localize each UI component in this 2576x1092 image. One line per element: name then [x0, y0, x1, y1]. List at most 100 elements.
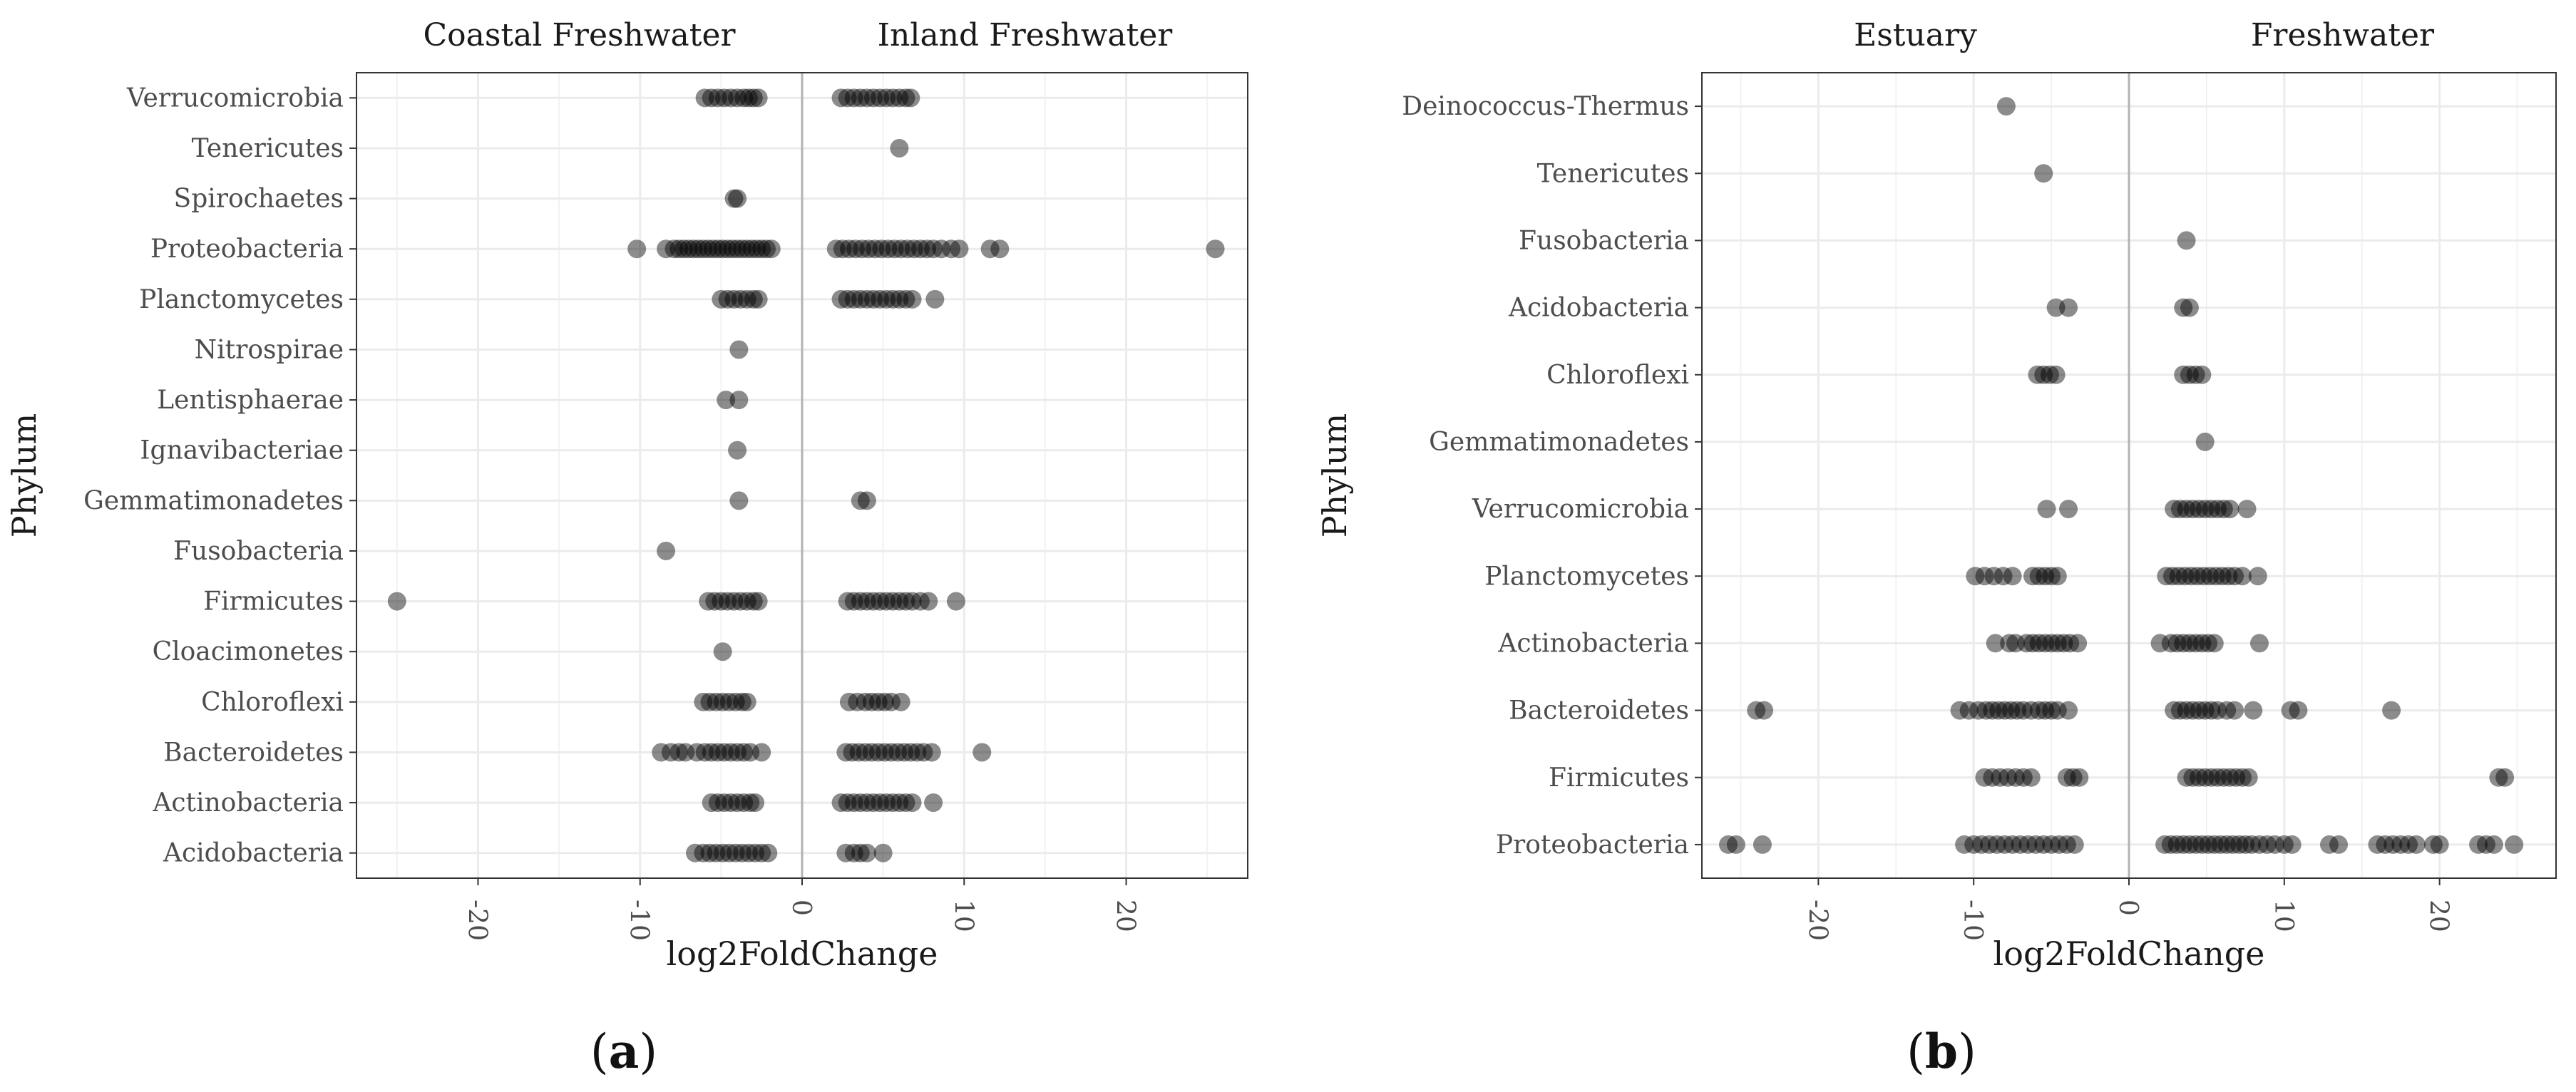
data-point [844, 793, 863, 813]
data-point [924, 239, 943, 259]
data-point [2180, 298, 2199, 317]
data-point [2329, 835, 2349, 854]
panel-label: (b) [1907, 1024, 1976, 1079]
data-point [851, 843, 870, 862]
panel-label: (a) [590, 1024, 657, 1079]
data-point [714, 793, 734, 813]
data-point [734, 743, 754, 762]
y-tick-label: Firmicutes [203, 587, 344, 617]
data-point [1995, 701, 2014, 720]
data-point [844, 289, 863, 309]
data-point [713, 642, 732, 661]
data-point [864, 793, 883, 813]
data-point [2177, 500, 2196, 519]
data-point [2265, 835, 2284, 854]
data-point [722, 88, 740, 108]
data-point [857, 843, 876, 862]
data-point [708, 793, 727, 813]
data-point [877, 289, 896, 309]
data-point [728, 743, 747, 762]
data-point [901, 743, 920, 762]
y-tick-label: Proteobacteria [150, 235, 344, 264]
data-point [2281, 701, 2300, 720]
data-point [1975, 768, 1994, 787]
data-point [2192, 634, 2212, 653]
data-point [669, 743, 689, 762]
data-point [2476, 835, 2495, 854]
data-point [2183, 768, 2202, 787]
data-point [746, 793, 765, 813]
data-point [1972, 835, 1991, 854]
data-point [831, 793, 851, 813]
data-point [2165, 500, 2184, 519]
data-point [919, 592, 938, 611]
data-point [752, 743, 771, 762]
data-point [707, 843, 726, 862]
y-tick-label: Tenericutes [192, 134, 344, 163]
data-point [2042, 634, 2061, 653]
y-tick-label: Actinobacteria [152, 788, 344, 818]
data-point [838, 88, 857, 108]
data-point [875, 743, 894, 762]
data-point [2214, 500, 2233, 519]
data-point [2034, 365, 2053, 384]
data-point [891, 692, 910, 711]
data-point [2257, 835, 2277, 854]
data-point [2061, 634, 2080, 653]
x-tick-label: 20 [2424, 900, 2453, 932]
data-point [2042, 701, 2061, 720]
data-point [2382, 701, 2401, 720]
data-point [732, 239, 751, 259]
data-point [2023, 634, 2042, 653]
data-point [2225, 567, 2244, 586]
data-point [2469, 835, 2488, 854]
data-point [891, 239, 910, 259]
data-point [904, 239, 923, 259]
data-point [2034, 164, 2053, 183]
data-point [2174, 298, 2193, 317]
data-point [868, 692, 888, 711]
data-point [1986, 634, 2005, 653]
data-point [2174, 365, 2193, 384]
data-point [1987, 835, 2006, 854]
data-point [2000, 634, 2019, 653]
data-point [713, 692, 732, 711]
data-point [2225, 701, 2244, 720]
data-point [737, 692, 756, 711]
data-point [737, 239, 756, 259]
data-point [849, 743, 868, 762]
data-point [2048, 567, 2067, 586]
data-point [942, 239, 961, 259]
data-point [719, 692, 739, 711]
data-point [846, 239, 865, 259]
data-point [2489, 768, 2508, 787]
data-point [2274, 835, 2294, 854]
data-point [2177, 701, 2196, 720]
data-point [836, 843, 856, 862]
data-point [838, 592, 857, 611]
data-point [871, 592, 890, 611]
data-point [2068, 634, 2088, 653]
panel-label-close: ) [1958, 1024, 1976, 1079]
data-point [2495, 768, 2515, 787]
data-point [1206, 239, 1225, 259]
y-axis-title: Phylum [5, 413, 43, 538]
data-point [2048, 701, 2067, 720]
data-point [883, 88, 903, 108]
data-point [1995, 835, 2014, 854]
data-point [839, 239, 858, 259]
data-point [1969, 701, 1988, 720]
data-point [2070, 768, 2089, 787]
data-point [896, 793, 915, 813]
data-point [2233, 567, 2252, 586]
data-point [2182, 567, 2201, 586]
data-point [1983, 768, 2002, 787]
data-point [1747, 701, 1766, 720]
data-point [2161, 835, 2180, 854]
data-point [857, 289, 876, 309]
data-point [2229, 835, 2249, 854]
data-point [2018, 835, 2038, 854]
y-tick-label: Planctomycetes [1484, 562, 1689, 591]
data-point [2211, 835, 2230, 854]
data-point [2195, 432, 2215, 451]
